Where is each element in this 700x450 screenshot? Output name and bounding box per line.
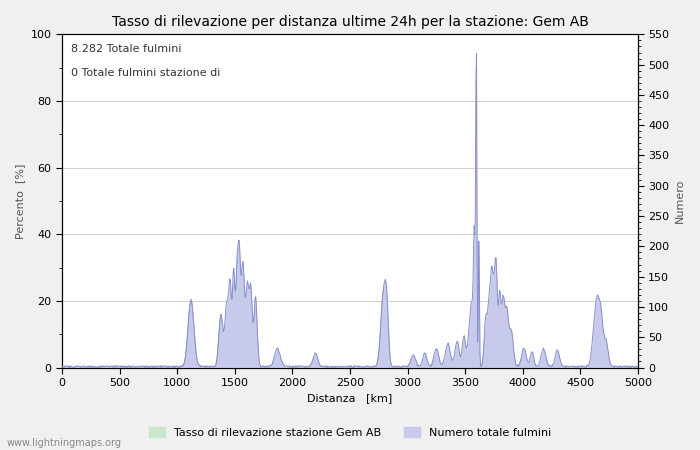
Legend: Tasso di rilevazione stazione Gem AB, Numero totale fulmini: Tasso di rilevazione stazione Gem AB, Nu…: [144, 423, 556, 442]
Text: www.lightningmaps.org: www.lightningmaps.org: [7, 438, 122, 448]
Y-axis label: Percento  [%]: Percento [%]: [15, 163, 25, 238]
Text: 0 Totale fulmini stazione di: 0 Totale fulmini stazione di: [71, 68, 220, 78]
Text: 8.282 Totale fulmini: 8.282 Totale fulmini: [71, 45, 181, 54]
Title: Tasso di rilevazione per distanza ultime 24h per la stazione: Gem AB: Tasso di rilevazione per distanza ultime…: [111, 15, 589, 29]
X-axis label: Distanza   [km]: Distanza [km]: [307, 393, 393, 404]
Y-axis label: Numero: Numero: [675, 179, 685, 223]
